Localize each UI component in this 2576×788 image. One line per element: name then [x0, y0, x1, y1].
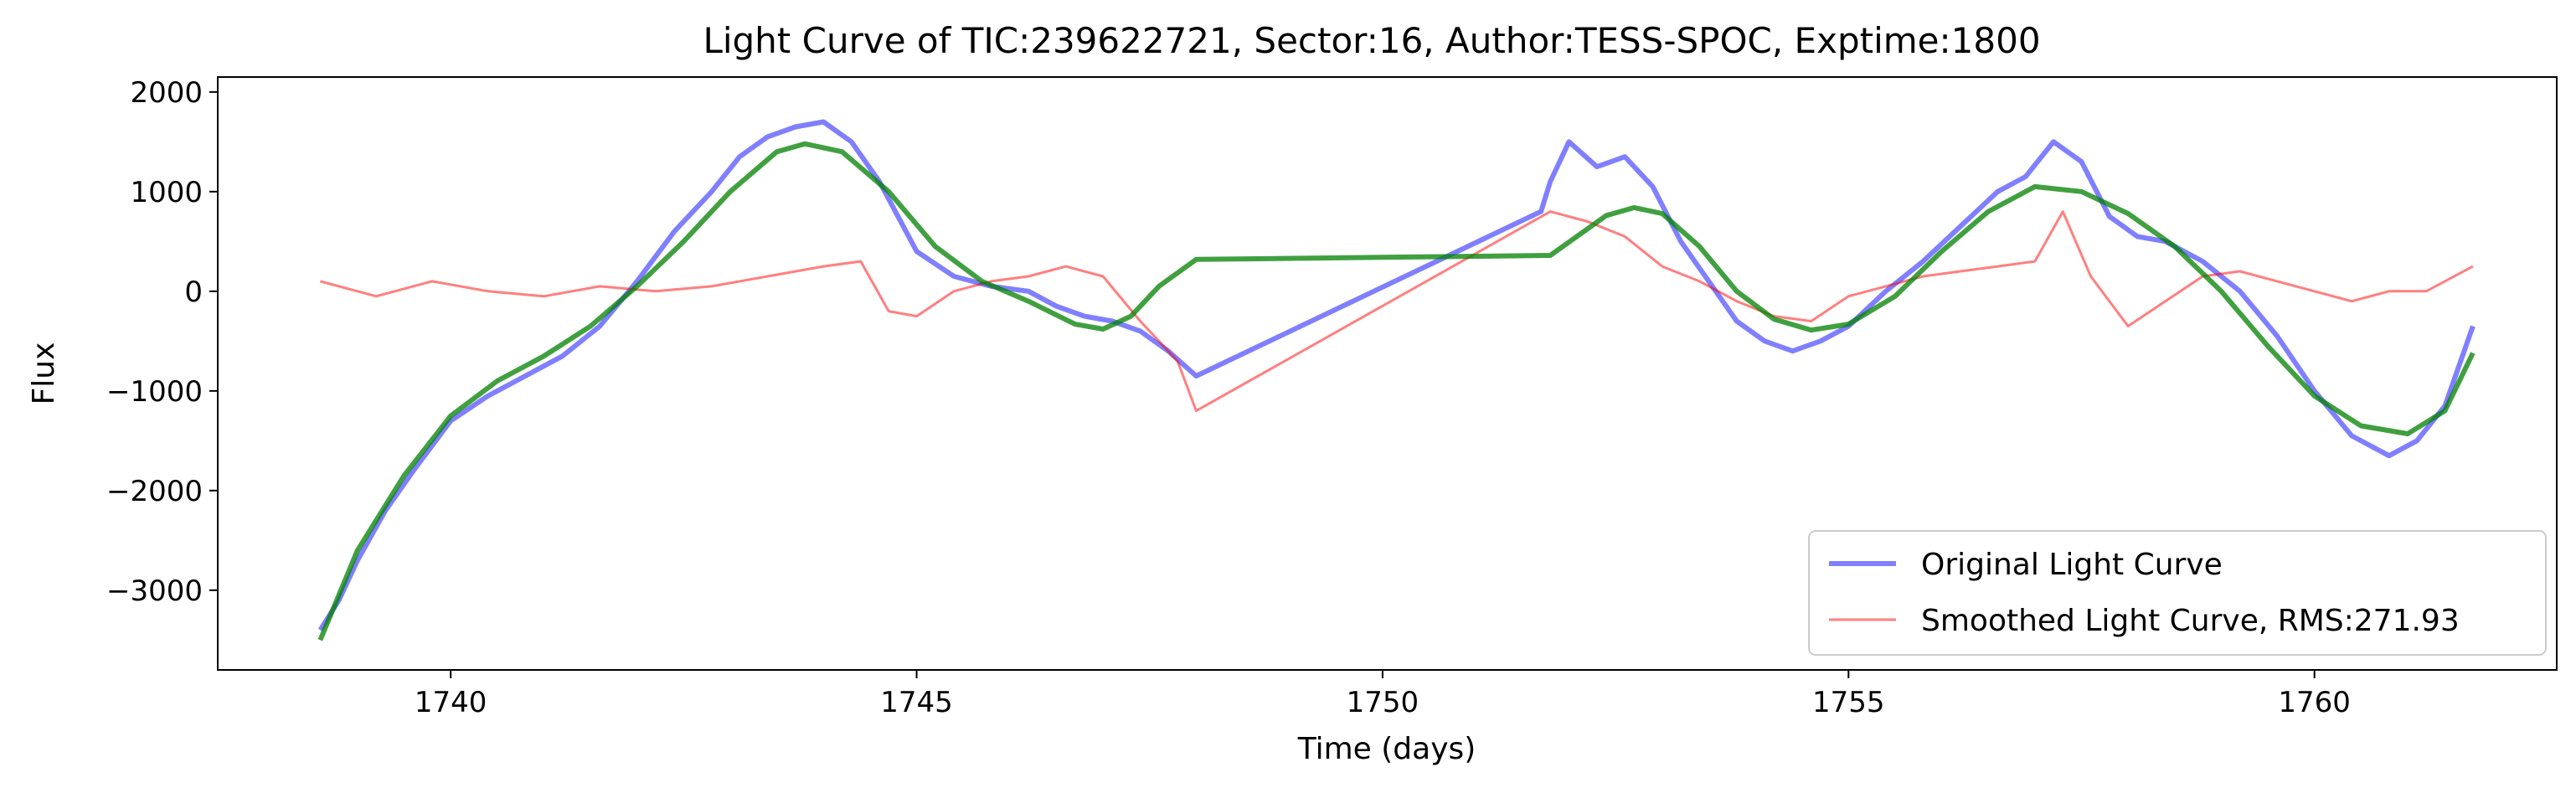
- x-axis-ticks: 1740 1745 1750 1755 1760: [415, 670, 2351, 719]
- x-tick-label: 1755: [1812, 686, 1885, 719]
- plot-frame: [217, 76, 2558, 671]
- x-tick-label: 1760: [2278, 686, 2351, 719]
- series-line-1: [320, 210, 2474, 413]
- x-tick-label: 1740: [415, 686, 487, 719]
- legend: Original Light Curve Smoothed Light Curv…: [1808, 530, 2547, 656]
- x-axis-label: Time (days): [1297, 732, 1476, 766]
- series-line-0: [317, 119, 2476, 631]
- y-axis-ticks: −3000 −2000 −1000 0 1000 2000: [106, 76, 218, 608]
- x-tick-label: 1750: [1347, 686, 1419, 719]
- y-tick-label: −1000: [106, 375, 203, 409]
- chart-title: Light Curve of TIC:239622721, Sector:16,…: [703, 20, 2040, 61]
- legend-label-smoothed: Smoothed Light Curve, RMS:271.93: [1921, 604, 2460, 638]
- y-tick-label: −2000: [106, 475, 203, 508]
- y-tick-label: 2000: [130, 76, 203, 110]
- y-axis-label: Flux: [27, 342, 61, 405]
- series-line-2: [317, 141, 2476, 641]
- y-tick-label: −3000: [106, 574, 203, 608]
- legend-box: [1808, 530, 2547, 656]
- series-layer: [317, 119, 2476, 641]
- x-tick-label: 1745: [880, 686, 953, 719]
- y-tick-label: 0: [184, 276, 203, 309]
- y-tick-label: 1000: [130, 176, 203, 209]
- legend-label-original: Original Light Curve: [1921, 548, 2223, 582]
